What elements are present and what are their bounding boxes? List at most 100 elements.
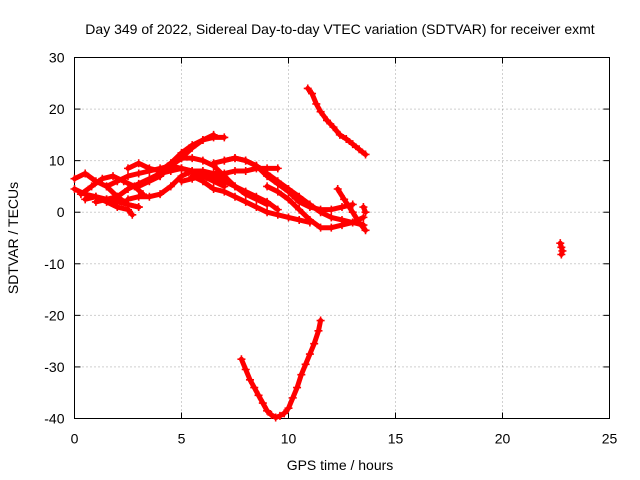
data-point xyxy=(314,326,323,335)
data-point xyxy=(241,166,250,175)
data-point xyxy=(293,383,302,392)
data-point xyxy=(359,213,368,222)
data-point xyxy=(361,150,370,159)
data-point xyxy=(301,360,310,369)
data-point xyxy=(305,215,314,224)
data-point xyxy=(305,203,314,212)
data-point xyxy=(134,192,143,201)
data-point xyxy=(316,107,325,116)
data-point xyxy=(252,192,261,201)
y-tick-label: 30 xyxy=(49,50,65,66)
data-point xyxy=(109,172,118,181)
data-point xyxy=(258,399,267,408)
data-point xyxy=(70,185,79,194)
data-point xyxy=(267,410,276,419)
data-point xyxy=(295,215,304,224)
data-point xyxy=(557,250,566,259)
data-point xyxy=(252,203,261,212)
data-point xyxy=(91,197,100,206)
data-point xyxy=(558,246,567,255)
data-point xyxy=(220,187,229,196)
data-series xyxy=(70,84,567,422)
data-point xyxy=(254,391,263,400)
data-point xyxy=(310,339,319,348)
data-point xyxy=(327,223,336,232)
data-point xyxy=(295,205,304,214)
data-point xyxy=(81,195,90,204)
data-point xyxy=(124,164,132,173)
data-point xyxy=(263,172,272,181)
series-arc14 xyxy=(220,154,357,214)
data-point xyxy=(145,177,154,186)
data-point xyxy=(177,164,186,173)
data-point xyxy=(333,185,342,194)
data-point xyxy=(209,172,218,181)
x-axis: 0 5 10 15 20 25 xyxy=(71,57,618,447)
x-tick-label: 25 xyxy=(602,431,618,447)
data-point xyxy=(145,192,154,201)
data-point xyxy=(70,174,79,183)
data-point xyxy=(348,140,357,149)
data-point xyxy=(284,213,293,222)
data-point xyxy=(231,154,239,163)
data-point xyxy=(231,182,239,191)
data-point xyxy=(102,182,111,191)
data-point xyxy=(338,203,346,212)
series-arc16 xyxy=(333,185,370,235)
data-point xyxy=(188,154,197,163)
series-arc17 xyxy=(359,203,370,217)
y-tick-label: -30 xyxy=(44,359,64,375)
data-point xyxy=(361,226,370,235)
series-line xyxy=(305,85,368,157)
data-point xyxy=(273,187,282,196)
data-point xyxy=(209,130,218,139)
series-arc18 xyxy=(303,84,370,159)
data-point xyxy=(220,156,229,165)
data-point xyxy=(231,166,239,175)
data-point xyxy=(209,185,218,194)
data-point xyxy=(284,195,293,204)
data-point xyxy=(198,156,207,165)
data-point xyxy=(231,192,239,201)
data-point xyxy=(348,208,357,217)
y-tick-label: 10 xyxy=(49,153,65,169)
data-point xyxy=(128,210,137,219)
data-point xyxy=(284,187,293,196)
data-point xyxy=(113,177,122,186)
data-point xyxy=(250,383,259,392)
y-axis-label: SDTVAR / TECUs xyxy=(5,182,21,294)
data-point xyxy=(338,221,346,230)
data-point xyxy=(81,169,90,178)
data-point xyxy=(102,195,111,204)
data-point xyxy=(316,223,325,232)
data-point xyxy=(198,177,207,186)
data-point xyxy=(241,156,250,165)
data-point xyxy=(271,413,280,422)
data-point xyxy=(188,172,197,181)
x-tick-label: 0 xyxy=(71,431,79,447)
data-point xyxy=(273,179,282,188)
series-arc12 xyxy=(188,172,314,227)
data-point xyxy=(145,164,154,173)
data-point xyxy=(134,203,143,212)
data-point xyxy=(557,243,566,252)
data-point xyxy=(241,187,250,196)
data-point xyxy=(327,213,336,222)
data-point xyxy=(335,130,344,139)
data-point xyxy=(305,350,314,359)
series-line xyxy=(238,318,324,420)
data-point xyxy=(355,218,364,227)
data-point xyxy=(241,197,250,206)
data-point xyxy=(329,123,338,132)
y-tick-label: 20 xyxy=(49,101,65,117)
data-point xyxy=(263,406,272,415)
data-point xyxy=(355,145,364,154)
data-point xyxy=(263,208,272,217)
chart-title: Day 349 of 2022, Sidereal Day-to-day VTE… xyxy=(85,21,594,37)
data-point xyxy=(98,174,107,183)
data-point xyxy=(237,355,246,364)
data-point xyxy=(245,375,254,384)
data-point xyxy=(316,205,325,214)
data-point xyxy=(273,210,282,219)
